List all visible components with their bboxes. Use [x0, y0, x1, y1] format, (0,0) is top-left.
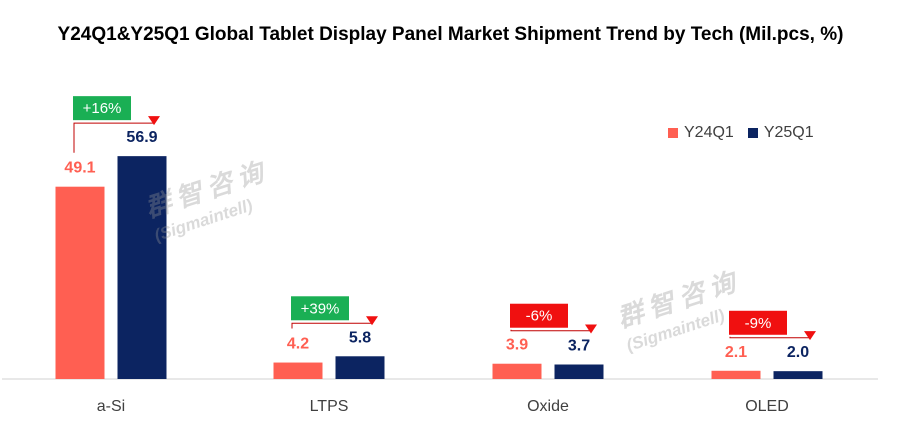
bar-y24q1-oled — [711, 370, 761, 379]
bar-y24q1-oxide — [492, 363, 542, 379]
change-label-ltps: +39% — [301, 300, 340, 317]
change-label-a-si: +16% — [83, 100, 122, 117]
legend-swatch-y25q1 — [747, 128, 758, 138]
bar-y24q1-a-si — [55, 186, 105, 379]
change-badge-ltps — [291, 296, 349, 321]
bar-y25q1-oled — [773, 371, 823, 379]
bar-y25q1-a-si — [117, 156, 167, 379]
legend: Y24Q1 Y25Q1 — [668, 124, 828, 142]
legend-item-y24q1: Y24Q1 — [668, 124, 734, 142]
data-label-y25q1-ltps: 5.8 — [349, 329, 371, 346]
change-arrow-oled — [804, 331, 816, 341]
bar-y25q1-oxide — [554, 364, 604, 379]
change-arrow-ltps — [366, 316, 378, 326]
change-arrow-a-si — [148, 116, 160, 126]
legend-label-y25q1: Y25Q1 — [763, 124, 814, 141]
legend-item-y25q1: Y25Q1 — [747, 124, 814, 142]
change-badge-oxide — [510, 303, 568, 328]
data-label-y24q1-oxide: 3.9 — [506, 337, 528, 354]
data-label-y25q1-a-si: 56.9 — [126, 129, 157, 146]
legend-label-y24q1: Y24Q1 — [684, 124, 734, 141]
change-badge-a-si — [73, 96, 131, 121]
bar-y24q1-ltps — [273, 362, 323, 379]
change-label-oxide: -6% — [526, 308, 553, 325]
data-label-y25q1-oxide: 3.7 — [568, 338, 590, 355]
data-label-y25q1-oled: 2.0 — [787, 344, 809, 361]
change-badge-oled — [729, 310, 787, 335]
x-tick-label-oxide: Oxide — [527, 398, 569, 415]
chart-title: Y24Q1&Y25Q1 Global Tablet Display Panel … — [57, 24, 844, 45]
data-label-y24q1-a-si: 49.1 — [64, 160, 95, 177]
data-label-y24q1-oled: 2.1 — [725, 344, 747, 361]
change-arrow-oxide — [585, 324, 597, 334]
x-tick-label-ltps: LTPS — [310, 398, 349, 415]
x-tick-label-oled: OLED — [745, 398, 789, 415]
legend-swatch-y24q1 — [668, 128, 678, 138]
x-tick-label-a-si: a-Si — [97, 398, 125, 415]
data-label-y24q1-ltps: 4.2 — [287, 336, 309, 353]
bar-y25q1-ltps — [335, 356, 385, 379]
change-label-oled: -9% — [745, 315, 772, 332]
